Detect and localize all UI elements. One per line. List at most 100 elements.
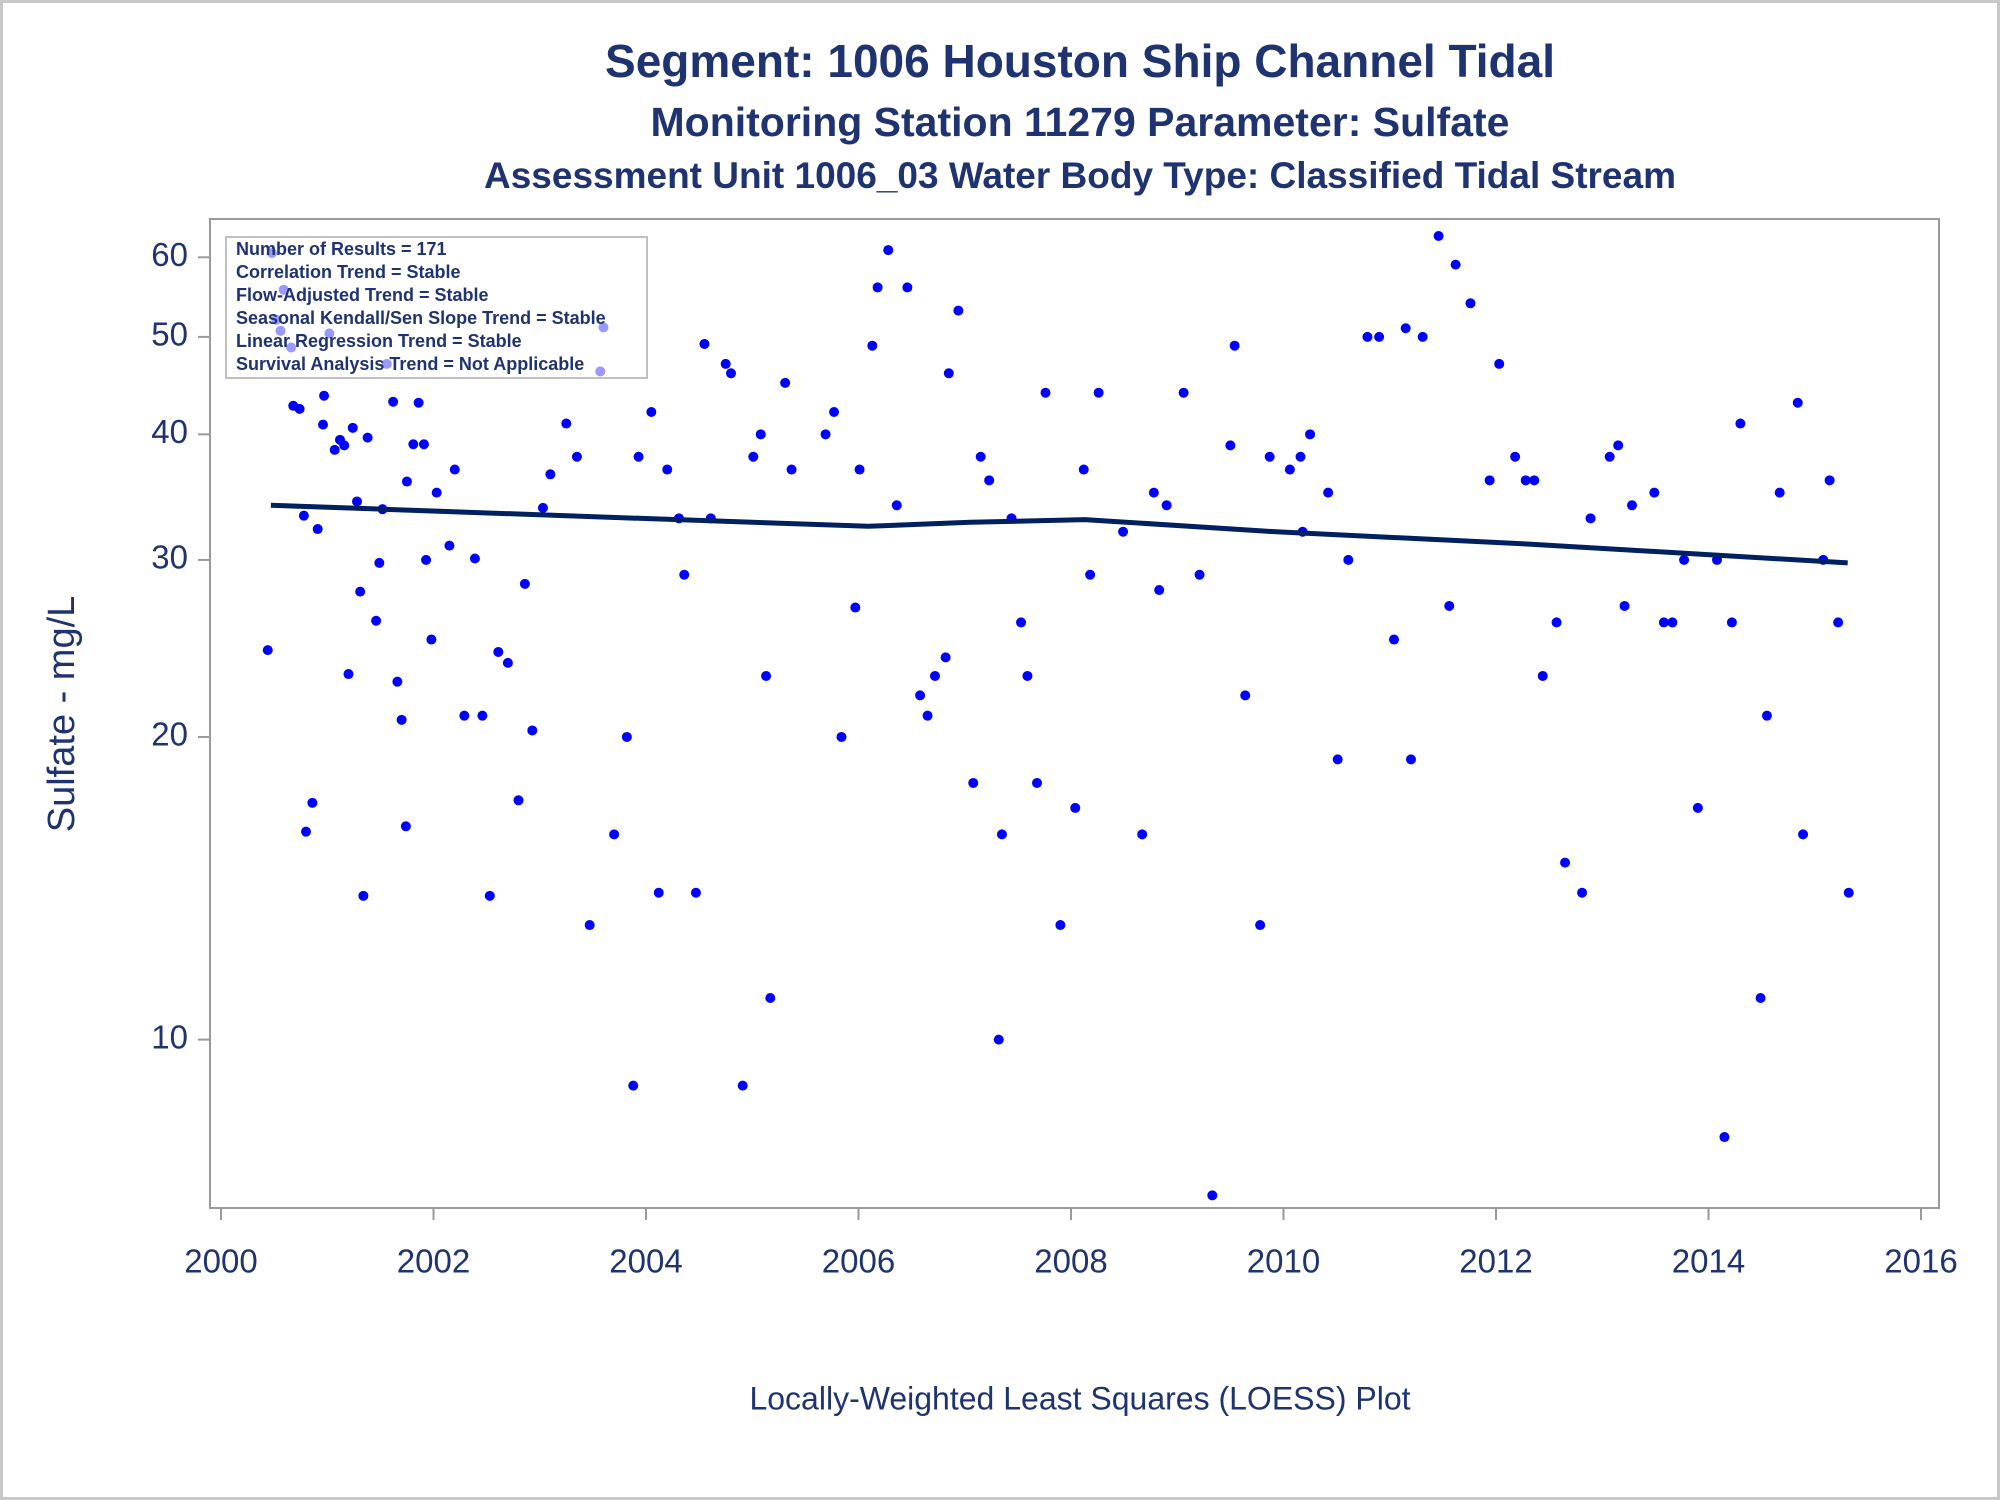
data-point <box>1040 387 1051 398</box>
data-point <box>628 1080 639 1091</box>
data-point <box>1619 600 1630 611</box>
data-point <box>1295 451 1306 462</box>
data-point <box>1389 634 1399 645</box>
data-point <box>561 418 572 429</box>
data-point <box>653 887 664 898</box>
data-point <box>1078 464 1089 475</box>
data-point <box>459 710 470 721</box>
data-point <box>477 710 488 721</box>
data-point <box>679 569 690 580</box>
data-point <box>633 451 644 462</box>
x-tick-label: 2004 <box>609 1243 682 1280</box>
data-point <box>1444 600 1455 611</box>
data-point <box>1305 429 1316 440</box>
x-tick-label: 2006 <box>822 1243 895 1280</box>
data-point <box>1055 920 1066 931</box>
data-point <box>1843 887 1854 898</box>
data-point <box>519 578 530 589</box>
data-point <box>922 710 933 721</box>
data-point <box>1649 487 1660 498</box>
data-point <box>1118 526 1129 537</box>
data-point <box>765 992 776 1003</box>
data-point <box>1719 1132 1730 1143</box>
stats-line: Survival Analysis Trend = Not Applicable <box>236 354 584 374</box>
data-point <box>1093 387 1104 398</box>
data-point <box>943 368 954 379</box>
data-point <box>1755 992 1766 1003</box>
data-point <box>1761 710 1772 721</box>
stats-line: Linear Regression Trend = Stable <box>236 331 522 351</box>
data-point <box>1264 451 1275 462</box>
data-point <box>867 340 878 351</box>
data-point <box>352 496 362 507</box>
data-point <box>396 714 407 725</box>
data-point <box>484 890 495 901</box>
data-point <box>975 451 986 462</box>
data-point <box>786 464 797 475</box>
data-point <box>418 439 429 450</box>
data-point <box>1537 670 1548 681</box>
data-point <box>431 487 442 498</box>
data-point <box>1679 554 1690 565</box>
data-point <box>1137 829 1148 840</box>
data-point <box>1824 475 1835 486</box>
data-point <box>993 1034 1004 1045</box>
loess-line <box>270 502 1848 566</box>
data-point <box>449 464 460 475</box>
data-point <box>1833 617 1844 628</box>
plot-frame <box>209 218 1940 1209</box>
data-point <box>820 429 831 440</box>
data-point <box>1450 259 1461 270</box>
y-axis-label: Sulfate - mg/L <box>41 596 83 833</box>
data-point <box>883 245 894 256</box>
data-point <box>513 795 524 806</box>
data-point <box>1551 617 1562 628</box>
data-point <box>761 670 772 681</box>
data-point <box>1343 554 1354 565</box>
data-point <box>1658 617 1669 628</box>
data-point <box>426 634 437 645</box>
data-point <box>401 476 412 487</box>
data-point <box>1374 331 1385 342</box>
data-point <box>836 731 847 742</box>
data-point <box>854 464 865 475</box>
data-point <box>1520 475 1531 486</box>
data-point <box>1229 340 1240 351</box>
data-point <box>1016 617 1027 628</box>
data-point <box>1433 230 1444 241</box>
data-point <box>343 669 354 680</box>
data-point <box>748 451 759 462</box>
data-point <box>1323 487 1334 498</box>
x-tick-label: 2002 <box>397 1243 470 1280</box>
data-point <box>968 777 979 788</box>
data-point <box>571 451 582 462</box>
y-tick-label: 40 <box>151 413 188 450</box>
data-point <box>1510 451 1521 462</box>
x-tick-label: 2012 <box>1459 1243 1532 1280</box>
data-point <box>545 469 556 480</box>
data-point <box>392 676 403 687</box>
data-point <box>1207 1190 1218 1201</box>
data-point <box>690 887 701 898</box>
data-point <box>662 464 673 475</box>
data-point <box>1604 451 1615 462</box>
data-point <box>388 396 399 407</box>
x-tick-label: 2016 <box>1884 1243 1957 1280</box>
data-point <box>329 444 340 455</box>
data-point <box>1494 358 1505 369</box>
data-point <box>915 690 926 701</box>
data-point <box>953 305 964 316</box>
footer: Locally-Weighted Least Squares (LOESS) P… <box>749 1380 1410 1416</box>
data-point <box>1085 569 1096 580</box>
data-point <box>1667 617 1678 628</box>
data-point <box>584 920 595 931</box>
chart-subtitle: Monitoring Station 11279 Parameter: Sulf… <box>651 99 1510 145</box>
data-point <box>737 1080 748 1091</box>
data-point <box>421 554 432 565</box>
data-point <box>1585 513 1596 524</box>
data-point <box>1798 829 1809 840</box>
data-point <box>537 502 548 513</box>
x-tick-label: 2014 <box>1672 1243 1745 1280</box>
stats-line: Flow-Adjusted Trend = Stable <box>236 285 489 305</box>
